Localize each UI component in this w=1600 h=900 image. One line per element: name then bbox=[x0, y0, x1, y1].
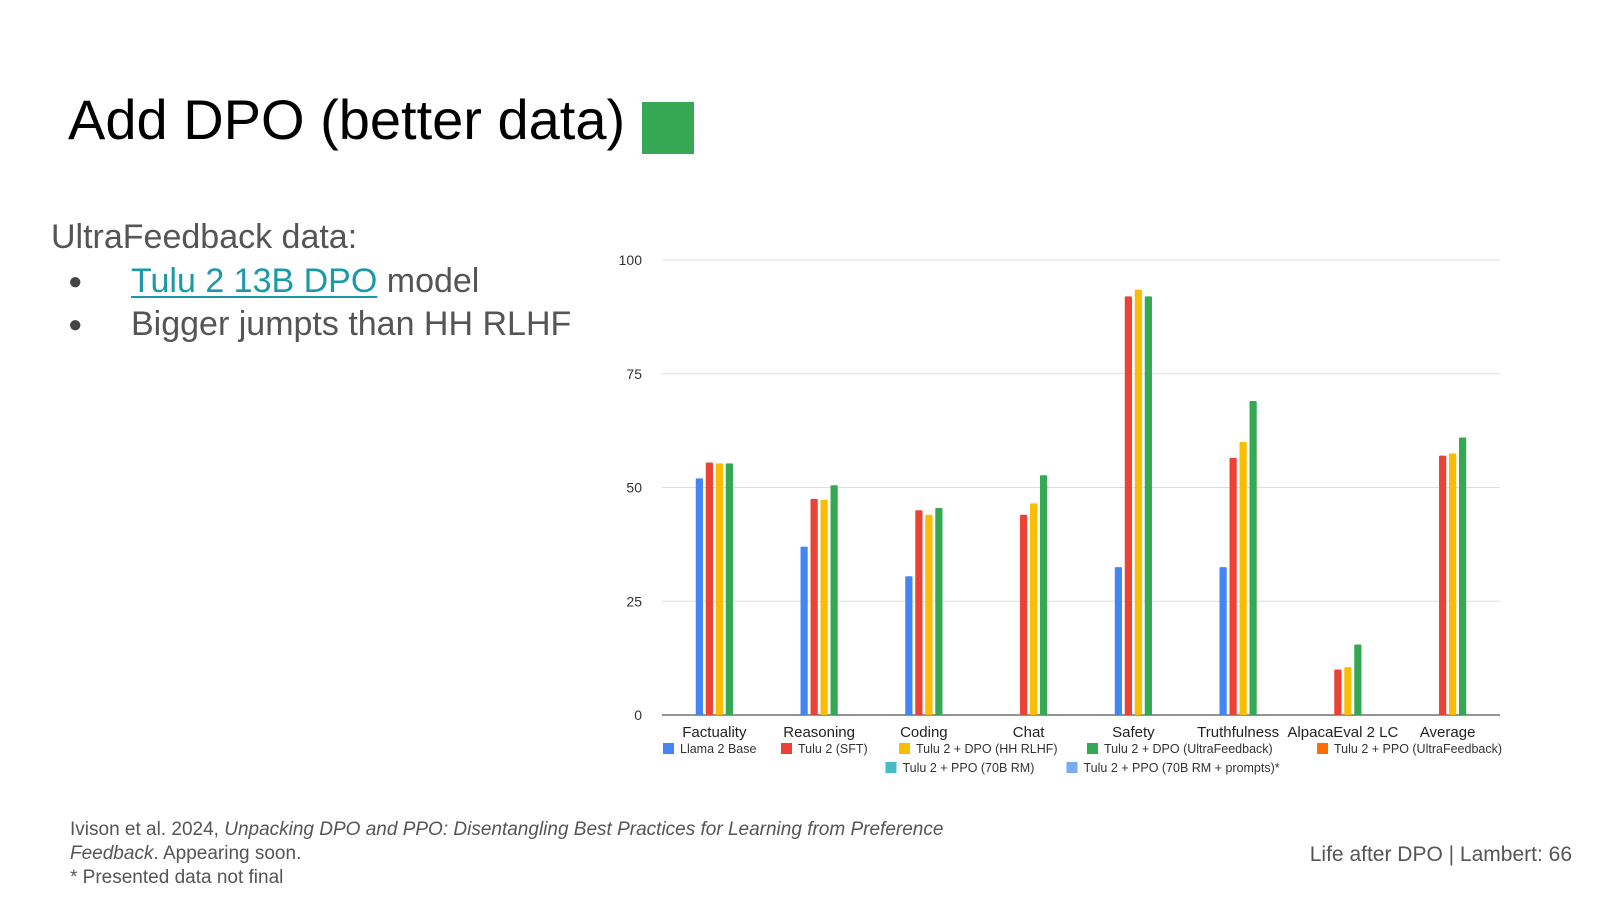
bar bbox=[715, 463, 723, 715]
legend-swatch bbox=[1087, 743, 1098, 754]
x-tick-label: Chat bbox=[1013, 724, 1046, 741]
bar bbox=[1249, 401, 1257, 715]
x-tick-label: Factuality bbox=[682, 724, 747, 741]
legend-swatch bbox=[663, 743, 674, 754]
bar bbox=[725, 463, 733, 715]
bar bbox=[1020, 514, 1028, 715]
bar bbox=[820, 499, 828, 715]
citation-paper-title: Unpacking DPO and PPO: Disentangling Bes… bbox=[70, 819, 944, 864]
bar bbox=[1040, 475, 1048, 715]
bar bbox=[695, 478, 703, 715]
bar bbox=[1114, 567, 1122, 715]
title-accent-square bbox=[642, 102, 694, 154]
bar bbox=[935, 507, 943, 715]
bar bbox=[1449, 453, 1457, 715]
legend-swatch bbox=[885, 762, 897, 773]
legend-label: Tulu 2 + PPO (70B RM) bbox=[903, 761, 1035, 775]
legend-label: Tulu 2 + PPO (70B RM + prompts)* bbox=[1084, 761, 1280, 775]
bullet-text: model bbox=[377, 262, 480, 300]
tulu-dpo-model-link[interactable]: Tulu 2 13B DPO bbox=[131, 262, 378, 300]
bar bbox=[905, 576, 913, 715]
bar bbox=[705, 462, 713, 715]
bullet-dot-icon: ● bbox=[68, 311, 83, 338]
slide-title: Add DPO (better data) bbox=[68, 88, 626, 151]
bar bbox=[1134, 289, 1142, 715]
x-tick-label: Safety bbox=[1112, 724, 1155, 741]
legend-label: Llama 2 Base bbox=[680, 742, 756, 756]
legend-swatch bbox=[1066, 762, 1078, 773]
legend-label: Tulu 2 + DPO (HH RLHF) bbox=[916, 742, 1058, 756]
citation-authors: Ivison et al. 2024, bbox=[70, 819, 225, 840]
legend-label: Tulu 2 (SFT) bbox=[798, 742, 868, 756]
bar bbox=[1144, 296, 1152, 715]
legend-label: Tulu 2 + PPO (UltraFeedback) bbox=[1334, 742, 1502, 756]
bullet-text: Bigger jumpts than HH RLHF bbox=[131, 305, 572, 343]
y-tick-label: 0 bbox=[634, 707, 642, 723]
y-tick-label: 25 bbox=[626, 593, 642, 609]
bar bbox=[830, 485, 838, 715]
bullet-dot-icon: ● bbox=[68, 268, 83, 295]
citation-note: * Presented data not final bbox=[70, 867, 284, 888]
legend-swatch bbox=[899, 743, 910, 754]
chart-svg: 0 25 50 75 100 Factuality Reasoning Coding Chat S… bbox=[619, 252, 1502, 775]
y-tick-label: 100 bbox=[619, 252, 643, 268]
citation-tail: . Appearing soon. bbox=[153, 843, 302, 864]
x-tick-label: Coding bbox=[900, 724, 948, 741]
bar bbox=[800, 546, 808, 715]
x-tick-label: AlpacaEval 2 LC bbox=[1287, 724, 1398, 741]
legend-swatch bbox=[1317, 743, 1328, 754]
x-tick-label: Truthfulness bbox=[1197, 724, 1279, 741]
bar bbox=[1239, 442, 1247, 715]
bar bbox=[1124, 296, 1132, 715]
bar bbox=[1354, 644, 1362, 715]
body-heading: UltraFeedback data: bbox=[51, 218, 358, 256]
legend-label: Tulu 2 + DPO (UltraFeedback) bbox=[1104, 742, 1273, 756]
bar bbox=[925, 514, 933, 715]
legend-swatch bbox=[781, 743, 792, 754]
bar bbox=[1459, 437, 1467, 715]
bar bbox=[810, 498, 818, 715]
bar bbox=[1229, 457, 1237, 715]
bar bbox=[1219, 567, 1227, 715]
bar bbox=[1334, 669, 1342, 715]
y-tick-label: 75 bbox=[626, 366, 642, 382]
bar bbox=[1344, 667, 1352, 715]
bar bbox=[915, 510, 923, 715]
bar bbox=[1030, 503, 1038, 715]
grouped-bar-chart: 0 25 50 75 100 Factuality Reasoning Coding Chat S… bbox=[600, 240, 1560, 810]
x-tick-label: Reasoning bbox=[783, 724, 855, 741]
footer-page-label: Life after DPO | Lambert: 66 bbox=[1309, 843, 1572, 866]
citation: Ivison et al. 2024, Unpacking DPO and PP… bbox=[70, 818, 950, 890]
y-tick-label: 50 bbox=[626, 480, 642, 496]
bar bbox=[1439, 455, 1447, 715]
x-tick-label: Average bbox=[1420, 724, 1476, 741]
